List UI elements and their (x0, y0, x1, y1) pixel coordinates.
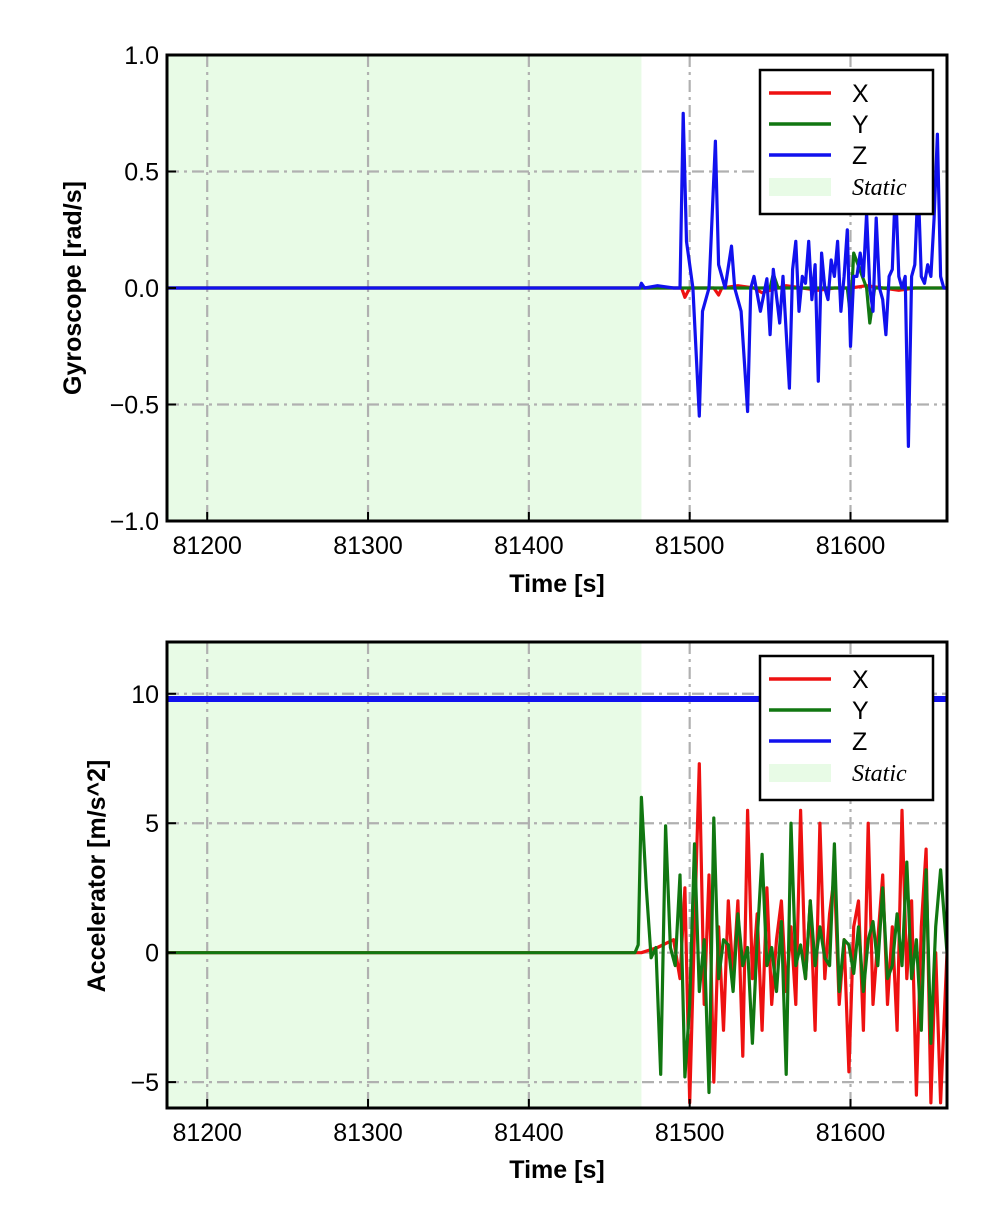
x-tick-label: 81600 (816, 532, 886, 560)
x-tick-label: 81500 (655, 532, 725, 560)
gyroscope-chart: 81200 81300 81400 81500 81600 1.0 0.5 0.0 −0.5 −1… (59, 42, 949, 598)
legend-label-static: Static (852, 175, 907, 201)
legend-label-x: X (852, 80, 869, 108)
legend-label-y: Y (852, 697, 869, 725)
y-tick-label: 0.5 (124, 159, 159, 187)
legend: X Y Z Static (758, 654, 935, 802)
y-tick-label: −0.5 (110, 392, 159, 420)
series-lines (167, 111, 947, 448)
x-tick-label: 81600 (816, 1119, 886, 1147)
legend-label-z: Z (852, 142, 867, 170)
legend-swatch-static (769, 178, 831, 196)
y-tick-label: 0 (145, 940, 159, 968)
x-tick-label: 81200 (172, 1119, 242, 1147)
x-tick-label: 81500 (655, 1119, 725, 1147)
y-tick-label: 5 (145, 810, 159, 838)
legend-label-z: Z (852, 728, 867, 756)
ticks: 81200 81300 81400 81500 81600 10 5 0 −5 (130, 681, 885, 1147)
accelerator-chart: 81200 81300 81400 81500 81600 10 5 0 −5 Time [s]… (83, 640, 949, 1184)
plot-frame (165, 640, 949, 1110)
series-line-y (167, 795, 947, 1095)
x-tick-label: 81300 (333, 1119, 403, 1147)
x-tick-label: 81400 (494, 1119, 564, 1147)
legend: X Y Z Static (758, 68, 935, 216)
legend-swatch-static (769, 764, 831, 782)
y-tick-label: 10 (131, 681, 159, 709)
y-tick-label: 1.0 (124, 42, 159, 70)
x-axis-label: Time [s] (509, 570, 604, 598)
x-tick-label: 81400 (494, 532, 564, 560)
x-tick-label: 81300 (333, 532, 403, 560)
y-tick-label: −1.0 (110, 508, 159, 536)
static-region-shading (167, 642, 642, 1108)
series-line-x (167, 762, 947, 1105)
x-axis-label: Time [s] (509, 1156, 604, 1184)
legend-label-static: Static (852, 761, 907, 787)
legend-label-x: X (852, 666, 869, 694)
legend-label-y: Y (852, 111, 869, 139)
y-tick-label: −5 (130, 1069, 159, 1097)
x-tick-label: 81200 (172, 532, 242, 560)
y-tick-label: 0.0 (124, 275, 159, 303)
series-line-y (167, 251, 947, 325)
y-axis-label: Gyroscope [rad/s] (59, 181, 87, 395)
ticks: 81200 81300 81400 81500 81600 1.0 0.5 0.0 −0.5 −1… (110, 42, 886, 560)
series-line-z (167, 111, 947, 448)
y-axis-label: Accelerator [m/s^2] (83, 760, 111, 993)
